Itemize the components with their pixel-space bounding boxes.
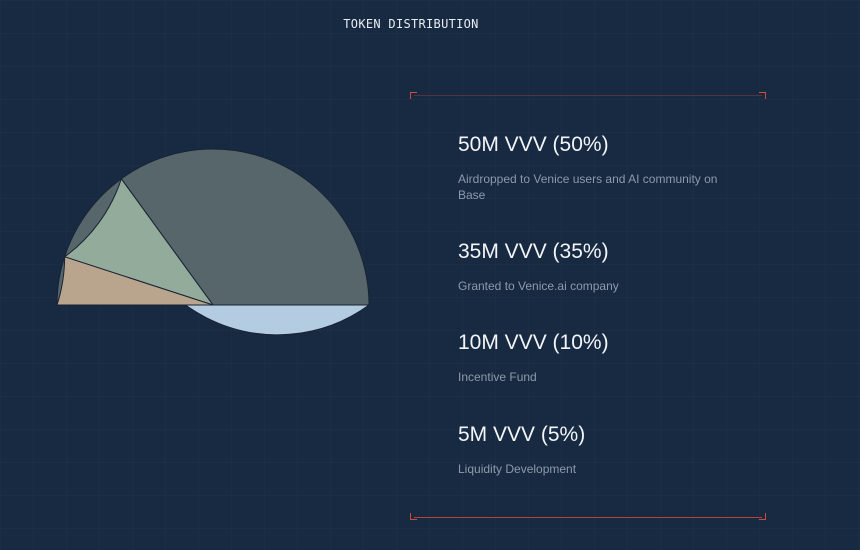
legend-value: 5M VVV (5%) bbox=[458, 423, 586, 446]
legend-item-company: 35M VVV (35%) Granted to Venice.ai compa… bbox=[458, 240, 738, 294]
pie-chart bbox=[56, 148, 370, 336]
legend-description: Incentive Fund bbox=[458, 370, 537, 384]
pie-slice-incentive bbox=[64, 178, 214, 306]
legend-item-airdrop: 50M VVV (50%) Airdropped to Venice users… bbox=[458, 133, 738, 203]
pie-slice-liquidity bbox=[56, 256, 214, 306]
legend-value: 35M VVV (35%) bbox=[458, 240, 609, 263]
legend-description: Liquidity Development bbox=[458, 462, 577, 476]
legend-item-incentive: 10M VVV (10%) Incentive Fund bbox=[458, 331, 738, 385]
legend-description: Airdropped to Venice users and AI commun… bbox=[458, 172, 718, 202]
frame-bottom-line bbox=[414, 517, 762, 518]
legend-description: Granted to Venice.ai company bbox=[458, 279, 619, 293]
legend-value: 10M VVV (10%) bbox=[458, 331, 609, 354]
legend-item-liquidity: 5M VVV (5%) Liquidity Development bbox=[458, 423, 738, 477]
corner-bracket-bottom-left bbox=[410, 513, 417, 520]
frame-top-line bbox=[414, 95, 762, 96]
legend-value: 50M VVV (50%) bbox=[458, 133, 609, 156]
corner-bracket-top-left bbox=[410, 92, 417, 99]
corner-bracket-bottom-right bbox=[759, 513, 766, 520]
legend-frame bbox=[410, 92, 766, 520]
page-title: TOKEN DISTRIBUTION bbox=[343, 17, 479, 31]
corner-bracket-top-right bbox=[759, 92, 766, 99]
